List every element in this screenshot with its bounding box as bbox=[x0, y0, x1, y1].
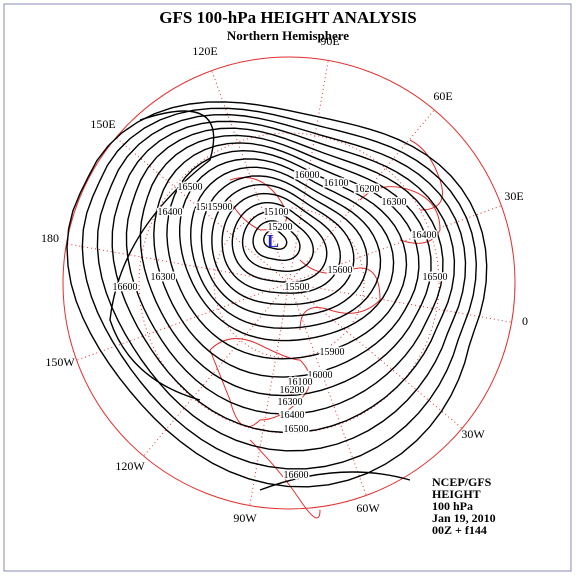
coastline bbox=[209, 338, 311, 428]
meridian bbox=[115, 137, 290, 284]
subtitle: Northern Hemisphere bbox=[227, 28, 349, 43]
meridian bbox=[288, 282, 463, 429]
contour-label: 16200 bbox=[280, 385, 305, 396]
longitude-label: 180 bbox=[41, 231, 59, 245]
longitude-label: 90W bbox=[233, 511, 257, 525]
contour-line bbox=[189, 166, 382, 329]
contour-label: 16000 bbox=[295, 170, 320, 181]
meridian bbox=[143, 282, 290, 457]
parallel bbox=[213, 207, 365, 359]
contour-line bbox=[139, 134, 432, 397]
coastline bbox=[229, 177, 288, 231]
longitude-label: 60E bbox=[433, 89, 452, 103]
meridian bbox=[288, 60, 329, 284]
graticule bbox=[66, 60, 512, 506]
meridian bbox=[66, 243, 290, 284]
contour-line bbox=[259, 471, 411, 491]
contour-line bbox=[111, 120, 456, 434]
contour-line bbox=[211, 183, 355, 306]
contour-label: 16000 bbox=[308, 370, 333, 381]
frame bbox=[3, 3, 572, 572]
contour-label: 16600 bbox=[113, 282, 138, 293]
contour-label: 16400 bbox=[158, 207, 183, 218]
contour-label: 16100 bbox=[324, 178, 349, 189]
contour-line bbox=[241, 211, 315, 273]
info-line: 100 hPa bbox=[432, 499, 473, 513]
info-line: HEIGHT bbox=[432, 487, 481, 501]
contour-label: 16200 bbox=[355, 184, 380, 195]
contour-label: 16400 bbox=[280, 410, 305, 421]
longitude-label: 30E bbox=[504, 189, 523, 203]
low-marker: L bbox=[267, 231, 279, 251]
longitude-label: 120W bbox=[115, 459, 145, 473]
contour-line bbox=[109, 110, 215, 401]
contour-label: 16600 bbox=[284, 470, 309, 481]
contour-label: 16300 bbox=[382, 197, 407, 208]
contour-line bbox=[125, 127, 444, 415]
map-border bbox=[62, 56, 516, 510]
contour-label: 15800 bbox=[196, 202, 221, 213]
longitude-label: 60W bbox=[356, 501, 380, 515]
contours: 1600016100162001630016400165001650016400… bbox=[66, 101, 488, 491]
contour-line bbox=[179, 158, 395, 342]
longitude-label: 0 bbox=[522, 314, 528, 328]
contour-label: 16500 bbox=[284, 424, 309, 435]
contour-label: 16500 bbox=[178, 182, 203, 193]
longitude-label: 30W bbox=[461, 427, 485, 441]
title: GFS 100-hPa HEIGHT ANALYSIS bbox=[159, 8, 416, 27]
contour-line bbox=[66, 101, 488, 488]
contour-line bbox=[263, 229, 288, 250]
parallel bbox=[138, 132, 440, 434]
coastline bbox=[299, 259, 381, 331]
contour-line bbox=[153, 142, 420, 378]
contour-line bbox=[252, 220, 301, 261]
contour-label: 16100 bbox=[288, 377, 313, 388]
contour-label: 15100 bbox=[264, 207, 289, 218]
meridian bbox=[288, 282, 512, 323]
info-line: Jan 19, 2010 bbox=[432, 511, 496, 525]
longitude-label: 90E bbox=[320, 34, 339, 48]
contour-label: 16400 bbox=[412, 230, 437, 241]
info-line: NCEP/GFS bbox=[432, 475, 492, 489]
contour-line bbox=[231, 202, 328, 283]
contour-line bbox=[81, 107, 478, 470]
contour-label: 16300 bbox=[278, 397, 303, 408]
contour-line bbox=[221, 192, 342, 294]
contour-label: 16300 bbox=[151, 272, 176, 283]
contour-label: 15500 bbox=[285, 282, 310, 293]
longitude-label: 150E bbox=[90, 117, 115, 131]
contour-line bbox=[166, 149, 408, 360]
contour-label: 15900 bbox=[320, 347, 345, 358]
contour-line bbox=[96, 113, 467, 452]
contour-label: 15900 bbox=[208, 202, 233, 213]
contour-label: 15200 bbox=[268, 222, 293, 233]
contour-label: 16500 bbox=[423, 272, 448, 283]
meridian bbox=[288, 282, 367, 496]
meridian bbox=[288, 205, 502, 284]
info-line: 00Z + f144 bbox=[432, 523, 487, 537]
contour-line bbox=[200, 175, 368, 317]
contour-label: 15600 bbox=[328, 265, 353, 276]
longitude-label: 150W bbox=[45, 355, 75, 369]
coastline bbox=[249, 439, 321, 519]
longitude-label: 120E bbox=[192, 44, 217, 58]
